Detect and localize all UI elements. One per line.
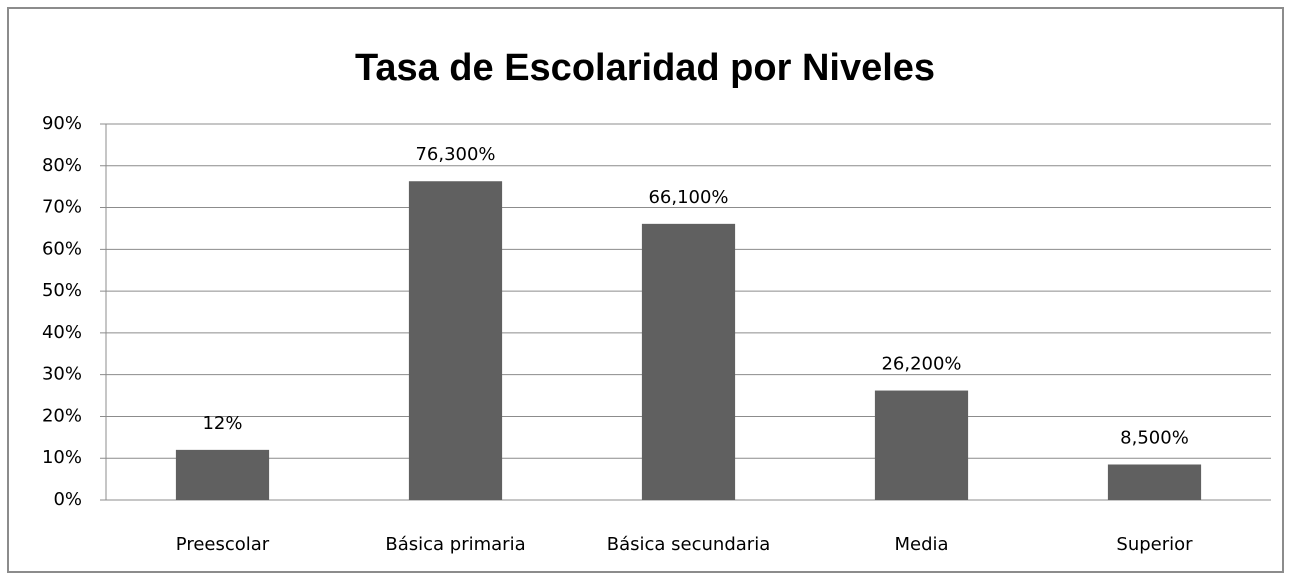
data-label: 12%	[202, 413, 242, 434]
chart-title: Tasa de Escolaridad por Niveles	[355, 47, 935, 89]
y-tick-label: 70%	[42, 197, 82, 218]
y-tick-label: 60%	[42, 238, 82, 259]
data-label: 66,100%	[648, 187, 728, 208]
data-label: 8,500%	[1120, 427, 1189, 448]
data-label: 76,300%	[415, 144, 495, 165]
y-tick-label: 0%	[53, 489, 82, 510]
bar	[874, 390, 969, 500]
bar	[175, 449, 270, 500]
y-tick-label: 30%	[42, 364, 82, 385]
y-tick-label: 80%	[42, 155, 82, 176]
bar	[641, 223, 736, 501]
y-tick-label: 50%	[42, 280, 82, 301]
x-tick-label: Media	[894, 534, 948, 555]
bar	[408, 181, 503, 501]
data-label: 26,200%	[881, 354, 961, 375]
x-tick-label: Básica secundaria	[607, 534, 770, 555]
bar	[1107, 464, 1202, 500]
x-tick-label: Superior	[1116, 534, 1193, 555]
y-tick-label: 20%	[42, 405, 82, 426]
y-tick-label: 90%	[42, 113, 82, 134]
y-tick-label: 40%	[42, 322, 82, 343]
x-tick-label: Preescolar	[176, 534, 270, 555]
x-tick-label: Básica primaria	[385, 534, 525, 555]
y-tick-label: 10%	[42, 447, 82, 468]
